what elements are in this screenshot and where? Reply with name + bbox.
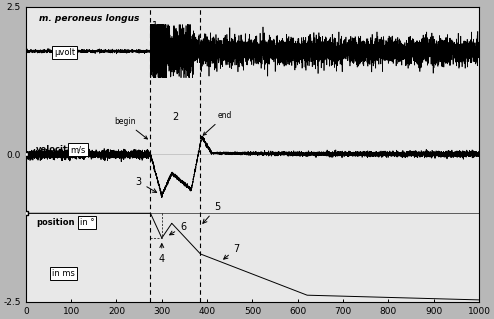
Text: position: position — [36, 218, 74, 226]
Text: 1: 1 — [152, 21, 158, 31]
Text: m. peroneus longus: m. peroneus longus — [40, 14, 140, 23]
Text: in ms: in ms — [52, 269, 75, 278]
Text: 4: 4 — [159, 244, 165, 263]
Text: end: end — [203, 111, 232, 135]
Text: 7: 7 — [224, 244, 240, 259]
Text: m/s: m/s — [70, 145, 85, 154]
Text: velocity: velocity — [36, 145, 74, 154]
Text: 3: 3 — [135, 177, 157, 192]
Text: in °: in ° — [80, 218, 94, 226]
Text: 5: 5 — [203, 202, 220, 223]
Text: μvolt: μvolt — [54, 48, 75, 57]
Text: 6: 6 — [169, 222, 186, 235]
Text: 2: 2 — [172, 112, 178, 122]
Text: begin: begin — [114, 117, 147, 139]
